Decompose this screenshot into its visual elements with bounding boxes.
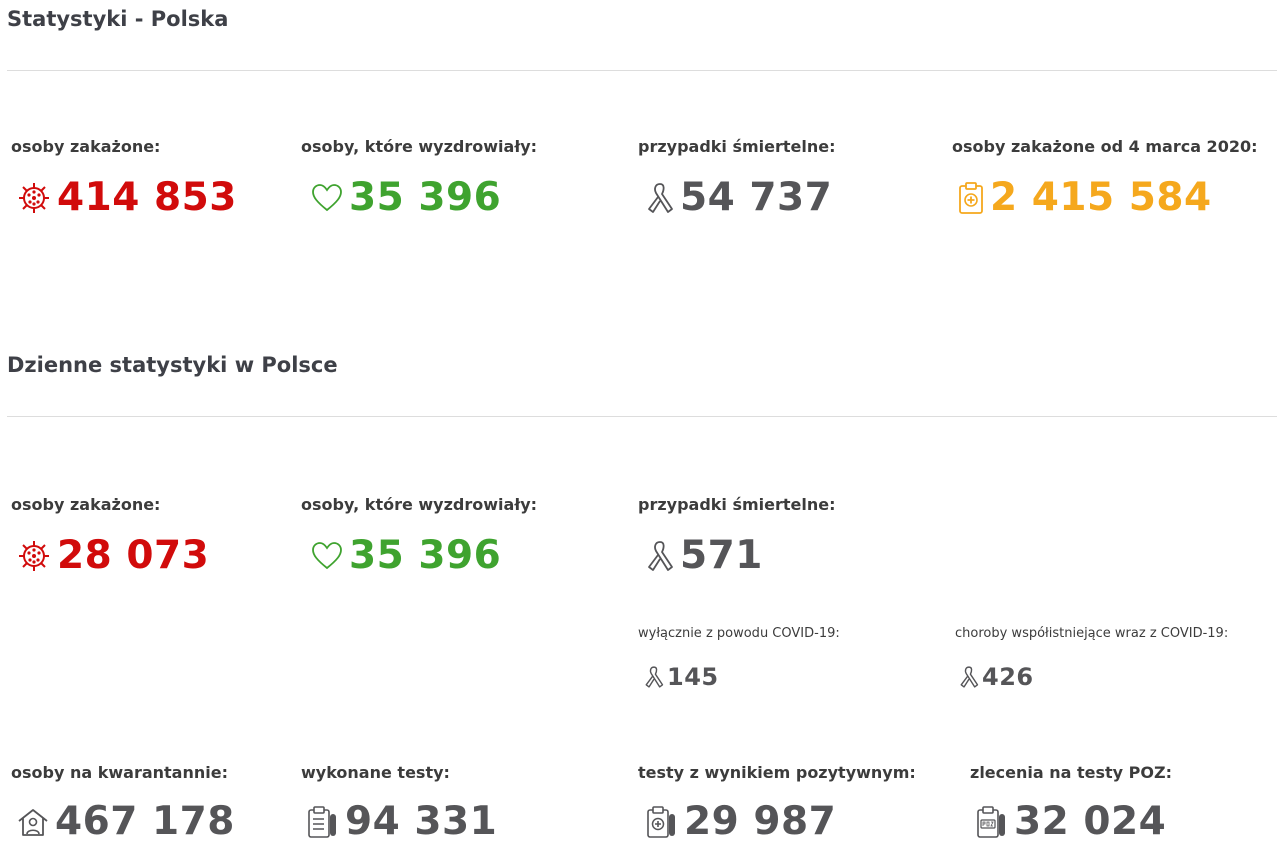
stat-deaths-covid-only: wyłącznie z powodu COVID-19: 145 [638,626,840,689]
stat-label: osoby, które wyzdrowiały: [301,495,538,514]
ribbon-icon [646,539,674,573]
stat-recovered-total: osoby, które wyzdrowiały: 35 396 [301,137,537,217]
divider [7,416,1277,417]
stat-quarantine: osoby na kwarantannie: 467 178 [11,763,235,841]
stat-value: 414 853 [57,175,237,220]
clipboard-medical-icon [958,181,984,215]
stat-label: osoby zakażone od 4 marca 2020: [952,137,1258,156]
heart-icon [311,183,343,213]
stat-label: osoby zakażone: [11,137,161,156]
stat-label: przypadki śmiertelne: [638,495,836,514]
stat-positive-tests: testy z wynikiem pozytywnym: 29 987 [638,763,916,841]
stat-label: osoby, które wyzdrowiały: [301,137,538,156]
stat-tests: wykonane testy: 94 331 [301,763,497,841]
stat-value: 54 737 [680,175,833,220]
stat-label: wykonane testy: [301,763,450,782]
positive-test-icon [646,805,678,839]
stat-value: 35 396 [349,175,502,220]
test-tube-clipboard-icon [307,805,339,839]
poz-test-icon [976,805,1008,839]
ribbon-icon [959,665,979,689]
house-person-icon [17,807,49,837]
stat-infected-total: osoby zakażone: 414 85 [11,137,237,217]
stat-value: 571 [680,533,763,578]
virus-icon [17,539,51,573]
stat-value: 2 415 584 [990,175,1212,220]
heart-icon [311,541,343,571]
stat-deaths-daily: przypadki śmiertelne: 571 [638,495,836,575]
ribbon-icon [644,665,664,689]
stat-infected-daily: osoby zakażone: 28 073 [11,495,209,575]
stat-value: 29 987 [684,799,837,844]
stat-label: osoby na kwarantannie: [11,763,228,782]
stat-label: przypadki śmiertelne: [638,137,836,156]
ribbon-icon [646,181,674,215]
stat-value: 32 024 [1014,799,1167,844]
stat-label: wyłącznie z powodu COVID-19: [638,626,840,641]
stat-poz-orders: zlecenia na testy POZ: 32 024 [970,763,1172,841]
stat-infected-since-march: osoby zakażone od 4 marca 2020: 2 415 58… [952,137,1257,217]
stat-value: 28 073 [57,533,210,578]
stat-value: 145 [667,663,719,691]
stat-label: choroby współistniejące wraz z COVID-19: [955,626,1229,641]
stat-recovered-daily: osoby, które wyzdrowiały: 35 396 [301,495,537,575]
stat-label: osoby zakażone: [11,495,161,514]
divider [7,70,1277,71]
stat-deaths-total: przypadki śmiertelne: 54 737 [638,137,836,217]
section-title-poland: Statystyki - Polska [7,7,229,31]
stat-value: 426 [982,663,1034,691]
stat-label: testy z wynikiem pozytywnym: [638,763,916,782]
stat-label: zlecenia na testy POZ: [970,763,1172,782]
virus-icon [17,181,51,215]
section-title-daily: Dzienne statystyki w Polsce [7,353,338,377]
stat-value: 94 331 [345,799,498,844]
stat-deaths-comorbid: choroby współistniejące wraz z COVID-19:… [955,626,1228,689]
stat-value: 467 178 [55,799,235,844]
stat-value: 35 396 [349,533,502,578]
